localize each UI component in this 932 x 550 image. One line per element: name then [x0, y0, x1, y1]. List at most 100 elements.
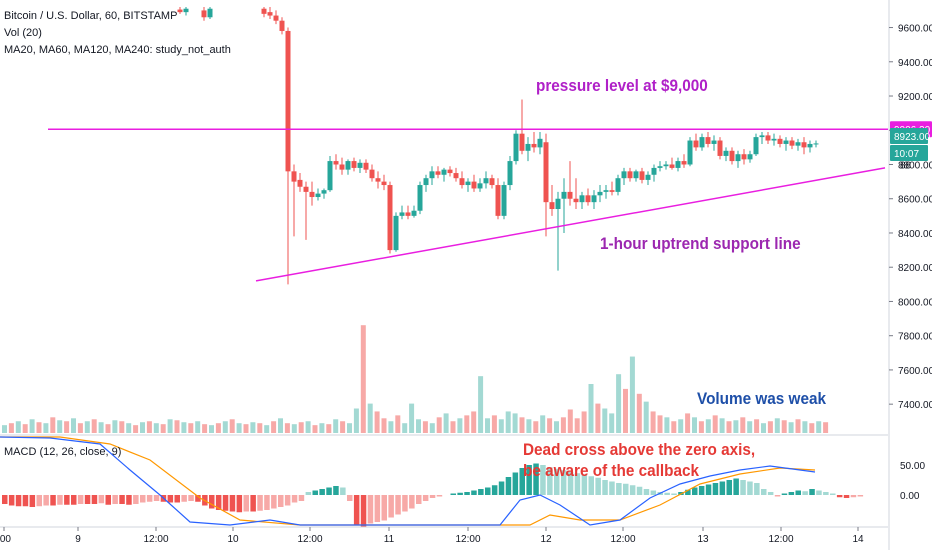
candle-body	[207, 8, 213, 18]
macd-histogram-bar	[222, 495, 229, 511]
volume-bar	[312, 425, 318, 433]
macd-histogram-bar	[236, 495, 243, 513]
candle-body	[465, 181, 471, 186]
volume-bar	[236, 423, 242, 433]
macd-histogram-bar	[153, 495, 160, 501]
macd-histogram-bar	[367, 495, 374, 524]
volume-bar	[140, 422, 145, 433]
macd-histogram-bar	[533, 463, 539, 495]
macd-histogram-bar	[581, 474, 588, 495]
candles	[177, 7, 819, 285]
volume-bar	[22, 424, 28, 433]
macd-histogram-bar	[471, 490, 477, 495]
candle-body	[741, 154, 747, 160]
volume-bar	[705, 419, 711, 433]
candle-body	[477, 183, 483, 189]
time-tick-label: 12:00	[143, 534, 168, 545]
volume-bar	[91, 419, 97, 433]
candle-body	[549, 202, 555, 210]
volume-bar	[747, 421, 753, 433]
candle-body	[543, 142, 549, 203]
candle-body	[699, 137, 705, 148]
candle-body	[585, 195, 591, 203]
candle-body	[807, 143, 813, 148]
macd-histogram-bar	[84, 495, 91, 504]
volume-annotation: Volume was weak	[697, 389, 826, 408]
time-tick-label: 14	[852, 534, 864, 545]
volume-bar	[112, 420, 118, 433]
macd-histogram-bar	[574, 473, 581, 495]
macd-histogram-bar	[478, 489, 484, 495]
time-tick-label: 9	[75, 534, 81, 545]
volume-bar	[450, 421, 456, 433]
candle-body	[681, 161, 687, 165]
macd-histogram-bar	[588, 476, 594, 495]
macd-histogram-bar	[761, 489, 767, 495]
macd-histogram-bar	[857, 495, 864, 497]
volume-bar	[374, 411, 380, 433]
candle-body	[399, 212, 405, 216]
candle-body	[513, 133, 519, 162]
volume-bar	[133, 425, 139, 433]
price-tick-label: 8600.00	[898, 195, 932, 206]
macd-histogram-bar	[167, 495, 174, 503]
time-tick-label: 12:00	[768, 534, 793, 545]
macd-histogram-bar	[29, 495, 36, 507]
volume-bar	[491, 415, 497, 433]
candle-body	[309, 191, 315, 198]
grid	[0, 0, 890, 550]
macd-histogram-bar	[305, 492, 312, 495]
macd-histogram-bar	[140, 495, 146, 503]
volume-bar	[498, 419, 504, 433]
volume-bar	[271, 421, 277, 433]
volume-bar	[692, 417, 697, 433]
macd-histogram-bar	[671, 493, 677, 495]
macd-annotation-line1: Dead cross above the zero axis,	[523, 440, 756, 459]
macd-histogram-bar	[353, 495, 360, 525]
candle-body	[615, 178, 621, 192]
volume-bar	[436, 417, 442, 433]
macd-histogram-bar	[850, 495, 857, 498]
macd-histogram-bar	[705, 484, 712, 495]
macd-histogram-bar	[554, 468, 560, 495]
volume-bar	[209, 425, 214, 433]
macd-histogram-bar	[436, 495, 443, 497]
candle-body	[651, 167, 657, 175]
candle-body	[339, 164, 345, 170]
candle-body	[495, 185, 501, 216]
volume-bar	[15, 421, 21, 433]
candle-body	[783, 140, 789, 144]
candle-body	[423, 178, 429, 186]
volume-bar	[146, 421, 152, 433]
volume-bar	[84, 421, 90, 433]
candle-body	[657, 166, 663, 168]
ma-indicator-label: MA20, MA60, MA120, MA240: study_not_auth	[4, 44, 231, 56]
macd-histogram-bar	[809, 489, 815, 495]
macd-histogram-bar	[595, 477, 601, 495]
volume-bar	[726, 421, 732, 433]
volume-bar	[581, 411, 587, 433]
volume-bar	[50, 417, 56, 433]
volume-bar	[595, 403, 601, 433]
candle-body	[471, 181, 477, 189]
macd-histogram-bar	[57, 495, 63, 505]
volume-bar	[795, 419, 801, 433]
candle-body	[291, 171, 297, 182]
macd-histogram-bar	[823, 492, 829, 495]
price-tick-label: 9200.00	[898, 92, 932, 103]
volume-bar	[284, 423, 290, 433]
volume-bar	[153, 423, 159, 433]
time-tick-label: 13	[697, 534, 709, 545]
macd-histogram-bar	[146, 495, 153, 502]
volume-bar	[519, 417, 525, 433]
candle-body	[483, 178, 489, 184]
volume-bar	[636, 393, 642, 433]
volume-bar	[560, 417, 566, 433]
candle-body	[633, 171, 639, 179]
price-tick-label: 7800.00	[898, 332, 932, 343]
candle-body	[771, 138, 777, 141]
macd-signal-line	[0, 436, 816, 526]
trend-lines	[48, 128, 888, 282]
volume-bar	[71, 418, 76, 433]
macd-histogram-bar	[602, 480, 608, 495]
